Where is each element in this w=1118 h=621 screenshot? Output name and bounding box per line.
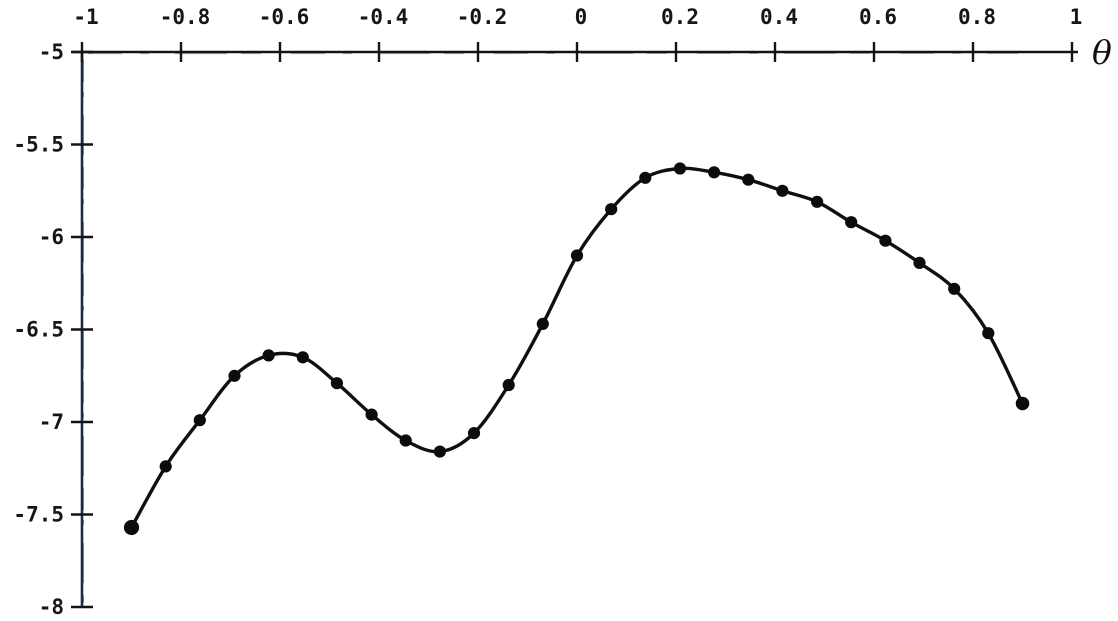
data-point-marker [502,378,515,392]
x-axis-tick-label: -0.2 [457,5,508,29]
axes-layer: -1 -0.8 -0.6 -0.4 -0.2 0 0.2 0.4 0.6 0.8 1 -5 -5.5 -6… [13,5,1082,619]
y-axis-tick-label: -7.5 [13,503,64,527]
y-axis-tick-label: -5.5 [13,133,64,157]
data-point-marker [845,216,858,229]
data-point-marker [570,249,584,262]
x-axis-tick-label: -0.4 [358,5,409,29]
data-point-marker [159,460,172,473]
data-point-marker [123,519,140,536]
x-axis-tick-label: 0.6 [859,5,897,29]
x-axis-tick-label: 1 [1070,5,1083,29]
data-point-marker [365,408,378,421]
curve-layer [123,162,1030,536]
data-point-marker [948,282,961,295]
x-axis-tick-label: -0.6 [259,5,310,29]
y-axis-tick-label: -6.5 [13,318,64,342]
y-axis-tick-label: -8 [39,595,64,619]
x-axis-tick-label: -1 [73,5,98,29]
data-point-marker [879,234,892,247]
data-point-marker [228,369,241,382]
data-point-marker [433,445,446,458]
data-point-marker [811,195,824,208]
data-point-marker [193,414,206,427]
x-axis-tick-label: 0 [575,5,588,29]
data-point-marker [1015,396,1030,411]
data-point-marker [742,173,755,186]
data-point-marker [673,162,687,175]
x-axis-tick-label: 0.4 [760,5,798,29]
x-axis-tick-label: 0.2 [661,5,699,29]
x-axis-tick-label: 0.8 [958,5,996,29]
data-point-marker [639,171,652,184]
data-point-marker [536,317,549,330]
x-axis-title: θ [1092,33,1112,72]
data-point-marker [708,166,721,179]
data-point-marker [330,377,343,390]
y-axis-tick-label: -7 [39,410,64,434]
curve-path [129,166,1025,530]
data-point-marker [262,349,275,362]
data-point-marker [913,256,926,269]
data-point-marker [982,327,995,340]
data-point-marker [605,203,618,216]
data-point-marker [399,434,412,447]
data-point-marker [296,351,309,364]
data-point-marker [776,184,789,197]
data-point-marker [467,427,481,440]
x-axis-tick-label: -0.8 [160,5,211,29]
y-axis-tick-label: -5 [39,40,64,64]
y-axis-tick-label: -6 [39,225,64,249]
